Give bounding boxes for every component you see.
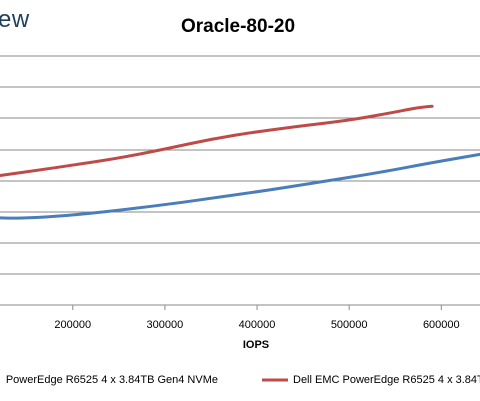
logo-text: ew bbox=[0, 6, 30, 33]
x-axis: 200000 300000 400000 500000 600000 bbox=[0, 304, 480, 331]
x-tick-label: 600000 bbox=[423, 319, 460, 331]
legend-label-0: PowerEdge R6525 4 x 3.84TB Gen4 NVMe bbox=[6, 374, 218, 386]
x-tick-label: 500000 bbox=[331, 319, 368, 331]
x-axis-title: IOPS bbox=[243, 339, 269, 351]
series-layer bbox=[0, 104, 480, 220]
x-tick-label: 300000 bbox=[147, 319, 184, 331]
series-line-0 bbox=[0, 152, 480, 220]
legend: PowerEdge R6525 4 x 3.84TB Gen4 NVMe Dell… bbox=[6, 374, 480, 386]
x-tick-label: 400000 bbox=[239, 319, 276, 331]
gridlines bbox=[0, 55, 480, 275]
legend-label-1: Dell EMC PowerEdge R6525 4 x 3.84TB bbox=[293, 374, 480, 386]
series-line-1 bbox=[0, 104, 434, 177]
chart-title: Oracle-80-20 bbox=[181, 16, 295, 37]
x-tick-label: 200000 bbox=[54, 319, 91, 331]
